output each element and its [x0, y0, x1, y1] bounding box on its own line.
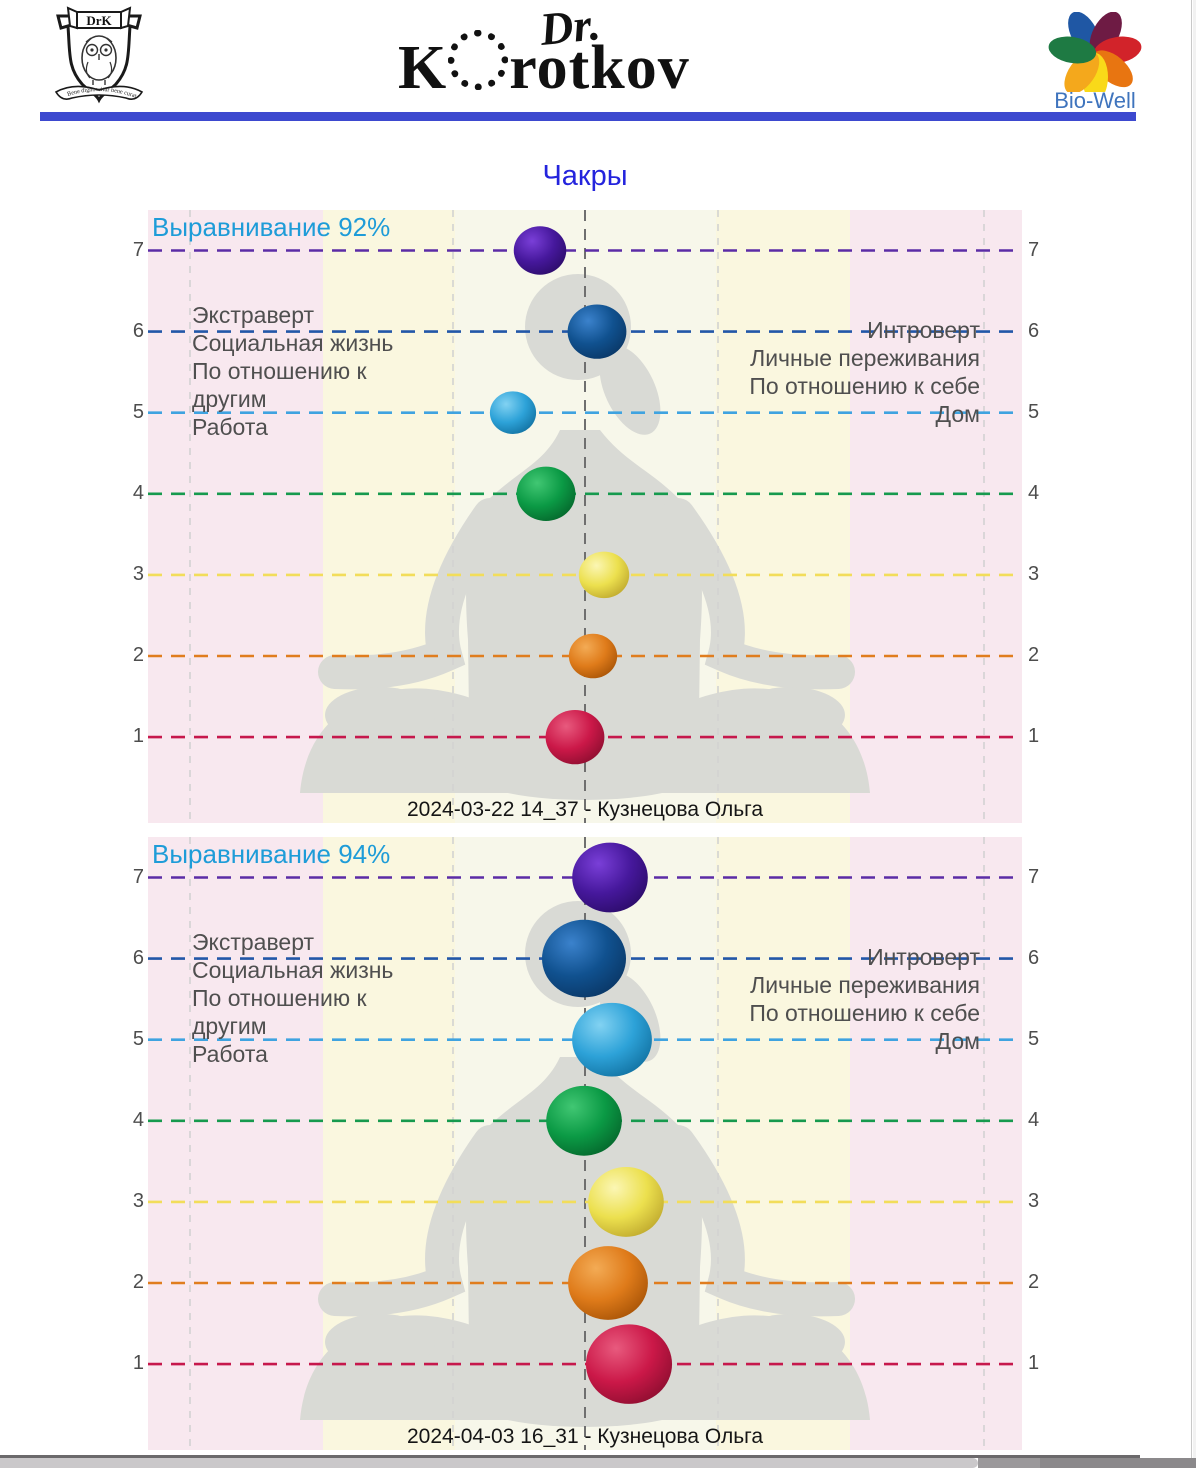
- axis-label-right-2: 2: [1028, 1271, 1040, 1293]
- axis-label-left-2: 2: [132, 644, 144, 666]
- svg-text:DrK: DrK: [86, 13, 112, 28]
- axis-label-left-4: 4: [132, 1108, 144, 1131]
- chakra-ball-root: [545, 709, 605, 765]
- label-others: другим: [192, 1013, 267, 1039]
- axis-label-right-3: 3: [1028, 562, 1040, 585]
- extravert-label-block: Экстраверт Социальная жизнь По отношению…: [192, 301, 393, 441]
- window-right-border: [1191, 0, 1192, 1468]
- label-introvert: Интроверт: [867, 317, 980, 343]
- label-home: Дом: [935, 401, 980, 427]
- scan-caption: 2024-03-22 14_37 - Кузнецова Ольга: [406, 798, 764, 821]
- label-work: Работа: [192, 414, 268, 440]
- axis-label-right-4: 4: [1028, 481, 1040, 504]
- introvert-label-block: Интроверт Личные переживания По отношени…: [700, 943, 980, 1055]
- drk-owl-crest-logo: DrK Bene dignoscitur bene curatur: [44, 6, 144, 104]
- scan-caption: 2024-04-03 16_31 - Кузнецова Ольга: [406, 1425, 764, 1448]
- horizontal-scrollbar-thumb[interactable]: [0, 1458, 978, 1468]
- axis-label-right-1: 1: [1028, 725, 1040, 748]
- label-extravert: Экстраверт: [192, 929, 315, 955]
- label-work: Работа: [192, 1041, 268, 1067]
- axis-label-left-4: 4: [132, 481, 144, 504]
- biowell-flower-icon: [1048, 11, 1142, 101]
- axis-label-left-5: 5: [132, 400, 144, 423]
- chakra-ball-solar-plexus: [588, 1166, 664, 1237]
- axis-label-left-6: 6: [132, 319, 144, 342]
- header-divider: [40, 112, 1136, 121]
- chakra-ball-crown: [513, 226, 567, 275]
- axis-label-left-7: 7: [132, 238, 144, 261]
- axis-label-left-1: 1: [132, 1352, 144, 1375]
- axis-label-left-5: 5: [132, 1027, 144, 1050]
- label-home: Дом: [935, 1028, 980, 1054]
- axis-label-left-2: 2: [132, 1271, 144, 1293]
- alignment-label: Выравнивание 94%: [152, 839, 391, 869]
- axis-label-left-1: 1: [132, 725, 144, 748]
- biowell-logo: Bio-Well: [1040, 11, 1150, 113]
- window-bottom-border: [0, 1455, 1140, 1458]
- label-others: другим: [192, 386, 267, 412]
- label-personal-feelings: Личные переживания: [750, 972, 980, 998]
- axis-label-left-3: 3: [132, 562, 144, 585]
- chakra-ball-sacral: [568, 633, 618, 679]
- chakra-ball-heart: [516, 466, 576, 521]
- axis-label-left-6: 6: [132, 946, 144, 969]
- chakra-plot-1: [148, 210, 1022, 823]
- chakra-ball-third-eye: [567, 304, 627, 359]
- axis-label-right-1: 1: [1028, 1352, 1040, 1375]
- label-personal-feelings: Личные переживания: [750, 345, 980, 371]
- label-social-life: Социальная жизнь: [192, 330, 394, 356]
- axis-label-right-6: 6: [1028, 946, 1040, 969]
- chakra-ball-sacral: [568, 1246, 648, 1320]
- axis-label-right-3: 3: [1028, 1189, 1040, 1212]
- label-extravert: Экстраверт: [192, 302, 315, 328]
- chakra-ball-third-eye: [542, 919, 626, 998]
- page-title: Чакры: [542, 160, 628, 192]
- label-social-life: Социальная жизнь: [192, 957, 394, 983]
- horizontal-scrollbar-track-end: [1040, 1458, 1196, 1468]
- chakra-ball-root: [585, 1324, 673, 1404]
- biowell-wordmark: Bio-Well: [1054, 88, 1136, 113]
- chakra-ball-solar-plexus: [578, 551, 630, 599]
- axis-label-right-5: 5: [1028, 400, 1040, 423]
- axis-label-left-7: 7: [132, 865, 144, 888]
- axis-label-right-7: 7: [1028, 865, 1040, 888]
- label-towards: По отношению к: [192, 358, 367, 384]
- axis-label-right-6: 6: [1028, 319, 1040, 342]
- introvert-label-block: Интроверт Личные переживания По отношени…: [700, 316, 980, 428]
- chakra-chart-2: Выравнивание 94% Экстраверт Социальная ж…: [0, 837, 1196, 1450]
- alignment-label: Выравнивание 92%: [152, 212, 391, 242]
- chakra-ball-heart: [546, 1085, 622, 1156]
- axis-label-right-2: 2: [1028, 644, 1040, 666]
- logo-k: K: [398, 34, 448, 102]
- axis-label-right-7: 7: [1028, 238, 1040, 261]
- extravert-label-block: Экстраверт Социальная жизнь По отношению…: [192, 928, 393, 1068]
- label-towards: По отношению к: [192, 985, 367, 1011]
- chakra-ball-crown: [572, 842, 648, 913]
- label-towards-self: По отношению к себе: [749, 1000, 980, 1026]
- chakra-ball-throat: [489, 391, 537, 435]
- label-towards-self: По отношению к себе: [749, 373, 980, 399]
- axis-label-left-3: 3: [132, 1189, 144, 1212]
- report-header: DrK Bene dignoscitur bene curatur Dr. Kr…: [0, 0, 1196, 130]
- axis-label-right-4: 4: [1028, 1108, 1040, 1131]
- chakra-plot-2: [148, 837, 1022, 1450]
- window-right-margin: [1193, 0, 1196, 1468]
- axis-label-right-5: 5: [1028, 1027, 1040, 1050]
- wreath-o-icon: [448, 30, 509, 90]
- chakra-chart-1: Выравнивание 92% Экстраверт Социальная ж…: [0, 210, 1196, 823]
- chakra-ball-throat: [572, 1002, 652, 1077]
- logo-rotkov: rotkov: [509, 34, 690, 102]
- label-introvert: Интроверт: [867, 944, 980, 970]
